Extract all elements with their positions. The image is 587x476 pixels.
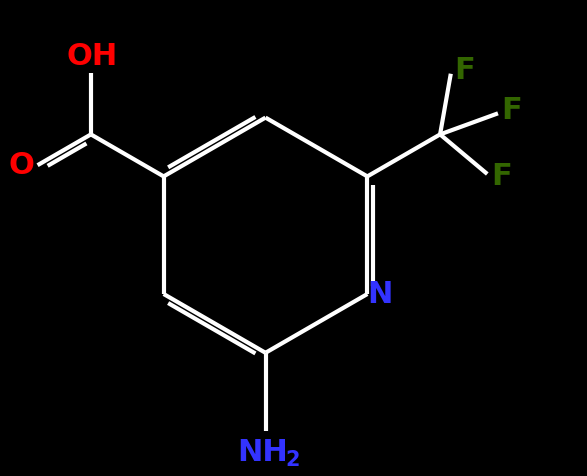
Text: F: F bbox=[502, 96, 522, 125]
Text: F: F bbox=[454, 57, 475, 85]
Text: F: F bbox=[491, 162, 512, 191]
Text: OH: OH bbox=[66, 41, 117, 70]
Text: NH: NH bbox=[237, 438, 288, 467]
Text: 2: 2 bbox=[285, 450, 299, 470]
Text: O: O bbox=[9, 151, 35, 180]
Text: N: N bbox=[367, 279, 392, 308]
